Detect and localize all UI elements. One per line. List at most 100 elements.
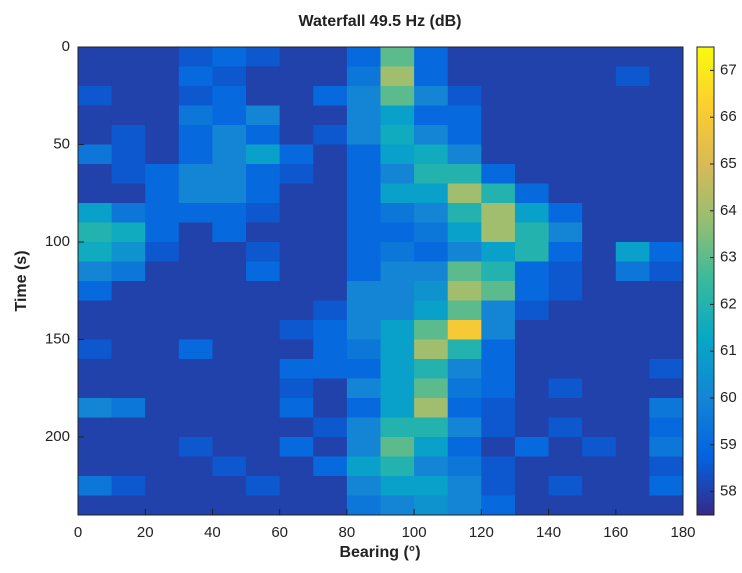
heat-cell (582, 242, 617, 262)
heat-cell (514, 476, 550, 496)
x-tick-label: 20 (137, 524, 154, 541)
heat-cell (78, 105, 113, 126)
heat-cell (78, 359, 113, 379)
heat-cell (548, 164, 583, 184)
heat-cell (649, 144, 684, 165)
heat-cell (380, 437, 415, 457)
heat-cell (380, 261, 415, 282)
heat-cell (548, 261, 583, 282)
heat-cell (78, 86, 113, 106)
heat-cell (548, 320, 583, 340)
heat-cell (111, 47, 146, 67)
heat-cell (380, 456, 415, 477)
heat-cell (145, 300, 180, 321)
heat-cell (246, 378, 281, 399)
heat-cell (246, 456, 281, 477)
heat-cell (548, 203, 583, 223)
x-tick-label: 0 (74, 524, 82, 541)
heat-cell (615, 281, 650, 301)
heat-cell (414, 437, 449, 457)
heat-cell (111, 456, 146, 477)
heat-cell (615, 456, 650, 477)
heat-cell (178, 164, 213, 184)
heat-cell (111, 476, 146, 496)
heat-cell (548, 144, 583, 165)
heat-cell (649, 183, 684, 204)
heat-cell (380, 339, 415, 360)
heat-cell (380, 105, 415, 126)
heat-cell (447, 222, 482, 243)
heatmap (78, 47, 684, 516)
heat-cell (548, 125, 583, 145)
heat-cell (649, 320, 684, 340)
heat-cell (145, 105, 180, 126)
heat-cell (212, 242, 247, 262)
colorbar-tick-label: 61 (720, 342, 737, 359)
heat-cell (481, 417, 516, 438)
heat-cell (346, 300, 381, 321)
heat-cell (145, 125, 180, 145)
heat-cell (414, 320, 449, 340)
heat-cell (279, 495, 314, 516)
heat-cell (514, 47, 550, 67)
heat-cell (615, 222, 650, 243)
heat-cell (178, 476, 213, 496)
heat-cell (481, 164, 516, 184)
colorbar-tick-label: 67 (720, 61, 737, 78)
heat-cell (178, 105, 213, 126)
heat-cell (414, 125, 449, 145)
heat-cell (313, 359, 348, 379)
heat-cell (582, 144, 617, 165)
heat-cell (649, 86, 684, 106)
heat-cell (514, 242, 550, 262)
heat-cell (178, 203, 213, 223)
heat-cell (414, 242, 449, 262)
colorbar-tick-label: 60 (720, 389, 737, 406)
heat-cell (111, 183, 146, 204)
heat-cell (178, 417, 213, 438)
heat-cell (313, 281, 348, 301)
heat-cell (78, 183, 113, 204)
heat-cell (615, 47, 650, 67)
heat-cell (548, 437, 583, 457)
heat-cell (582, 398, 617, 418)
heat-cell (615, 144, 650, 165)
x-tick-label: 180 (670, 524, 695, 541)
heat-cell (145, 495, 180, 516)
heat-cell (615, 495, 650, 516)
heat-cell (212, 203, 247, 223)
heat-cell (548, 66, 583, 87)
heat-cell (514, 339, 550, 360)
heat-cell (246, 47, 281, 67)
heat-cell (514, 261, 550, 282)
heat-cell (246, 164, 281, 184)
heat-cell (615, 437, 650, 457)
x-tick-label: 100 (402, 524, 427, 541)
heat-cell (279, 242, 314, 262)
heat-cell (212, 261, 247, 282)
heat-cell (111, 203, 146, 223)
heat-cell (582, 105, 617, 126)
heat-cell (246, 281, 281, 301)
heat-cell (279, 359, 314, 379)
heat-cell (279, 144, 314, 165)
heat-cell (481, 476, 516, 496)
heat-cell (548, 242, 583, 262)
heat-cell (346, 398, 381, 418)
heat-cell (246, 222, 281, 243)
heat-cell (380, 359, 415, 379)
heat-cell (246, 398, 281, 418)
heat-cell (514, 86, 550, 106)
heat-cell (582, 437, 617, 457)
heat-cell (279, 66, 314, 87)
heat-cell (178, 495, 213, 516)
heat-cell (380, 203, 415, 223)
heat-cell (447, 144, 482, 165)
heat-cell (78, 261, 113, 282)
heat-cell (145, 378, 180, 399)
heat-cell (346, 242, 381, 262)
heat-cell (279, 164, 314, 184)
heat-cell (481, 203, 516, 223)
heat-cell (615, 378, 650, 399)
colorbar-tick-label: 58 (720, 483, 737, 500)
